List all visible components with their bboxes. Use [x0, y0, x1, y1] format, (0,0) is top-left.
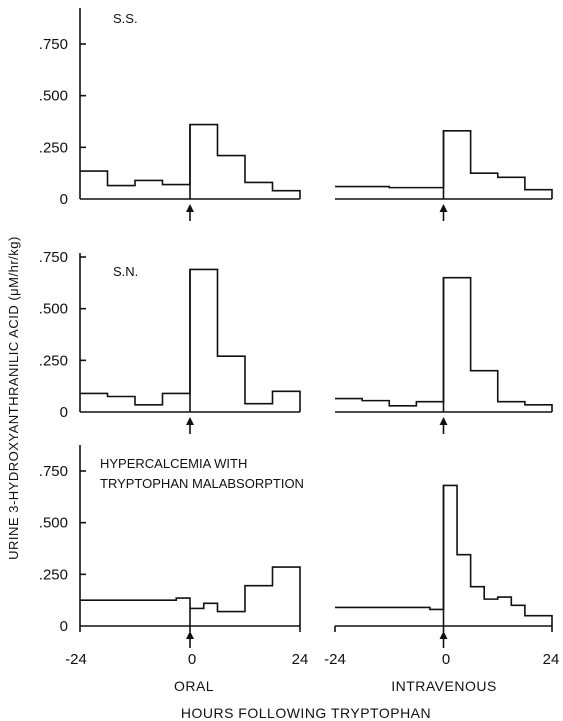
x-tick-label-0-iv: 0: [442, 651, 450, 668]
column-label-intravenous: INTRAVENOUS: [391, 678, 497, 694]
panel-label: S.S.: [113, 11, 138, 26]
y-tick-label: .500: [39, 515, 68, 532]
y-tick-label: .500: [39, 88, 68, 105]
y-tick-label: 0: [60, 191, 68, 208]
x-tick-label-neg24-oral: -24: [65, 651, 87, 668]
y-tick-label: .250: [39, 352, 68, 369]
dose-arrow-head-icon: [186, 417, 194, 425]
histogram-series-intravenous: [335, 130, 553, 199]
y-axis-label: URINE 3-HYDROXYANTHRANILIC ACID (μM/hr/k…: [6, 236, 21, 560]
y-tick-label: .750: [39, 463, 68, 480]
y-tick-label: 0: [60, 404, 68, 421]
y-tick-label: .750: [39, 36, 68, 53]
x-axis-label: HOURS FOLLOWING TRYPTOPHAN: [181, 705, 431, 721]
y-tick-label: 0: [60, 618, 68, 635]
y-tick-label: .250: [39, 139, 68, 156]
y-tick-label: .500: [39, 301, 68, 318]
dose-arrow-head-icon: [439, 417, 448, 425]
y-tick-label: .750: [39, 249, 68, 266]
x-tick-label-24-oral: 24: [292, 651, 309, 668]
x-tick-label-neg24-iv: -24: [324, 651, 346, 668]
histogram-series-oral: [80, 566, 301, 626]
dose-arrow-head-icon: [186, 204, 194, 212]
column-label-oral: ORAL: [174, 678, 214, 694]
panel-label: S.N.: [113, 264, 138, 279]
x-tick-label-0-oral: 0: [188, 651, 196, 668]
dose-arrow-head-icon: [186, 631, 194, 639]
chart-marks: 0 .250 .500 .750 S.S. 0 .250 .500 .750 S.N. 0 .250.…: [39, 8, 553, 648]
y-tick-label: .250: [39, 566, 68, 583]
x-tick-label-24-iv: 24: [543, 651, 560, 668]
dose-arrow-head-icon: [439, 204, 448, 212]
dose-arrow-head-icon: [439, 631, 448, 639]
panel-label: HYPERCALCEMIA WITH TRYPTOPHAN MALABSORPTI…: [100, 456, 304, 491]
